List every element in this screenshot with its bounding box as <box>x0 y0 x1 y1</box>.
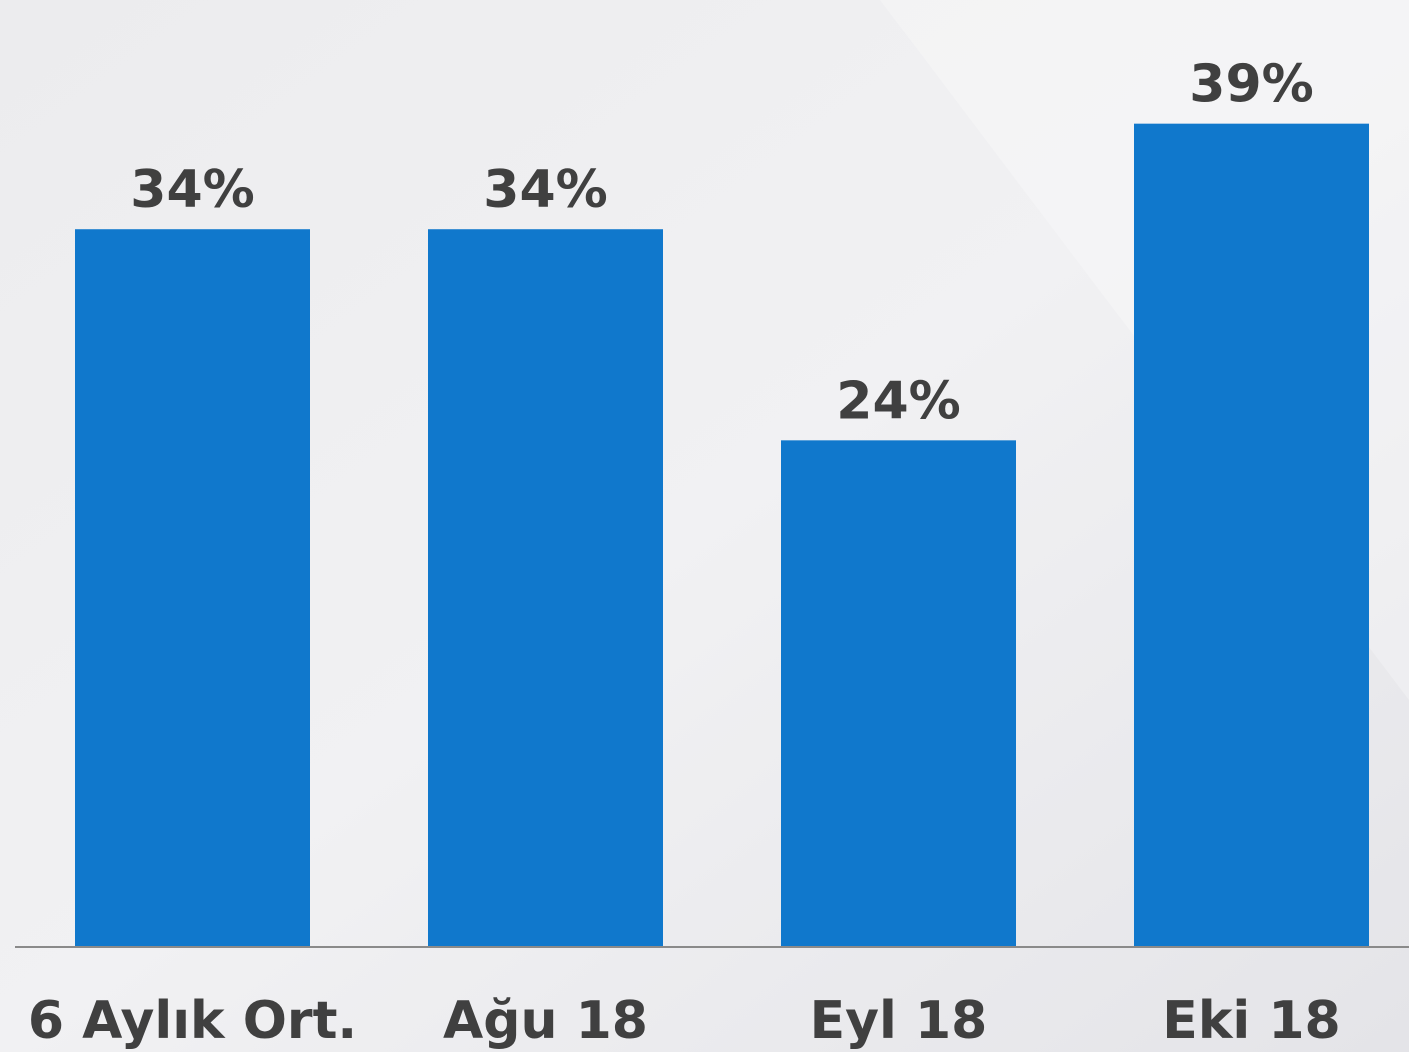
data-label: 34% <box>483 160 607 220</box>
x-tick-label: Ağu 18 <box>443 991 648 1051</box>
bar <box>428 229 663 947</box>
bar <box>781 440 1016 947</box>
x-tick-label: Eyl 18 <box>810 991 988 1051</box>
data-label: 39% <box>1189 55 1313 115</box>
plot: 6 Aylık Ort. 34% Ağu 18 34% Eyl 18 24% Eki 18 3… <box>28 55 1369 1051</box>
data-label: 24% <box>836 371 960 431</box>
bar <box>75 229 310 947</box>
x-tick-label: Eki 18 <box>1162 991 1340 1051</box>
bar <box>1134 123 1369 947</box>
x-tick-label: 6 Aylık Ort. <box>28 991 357 1051</box>
data-label: 34% <box>130 160 254 220</box>
